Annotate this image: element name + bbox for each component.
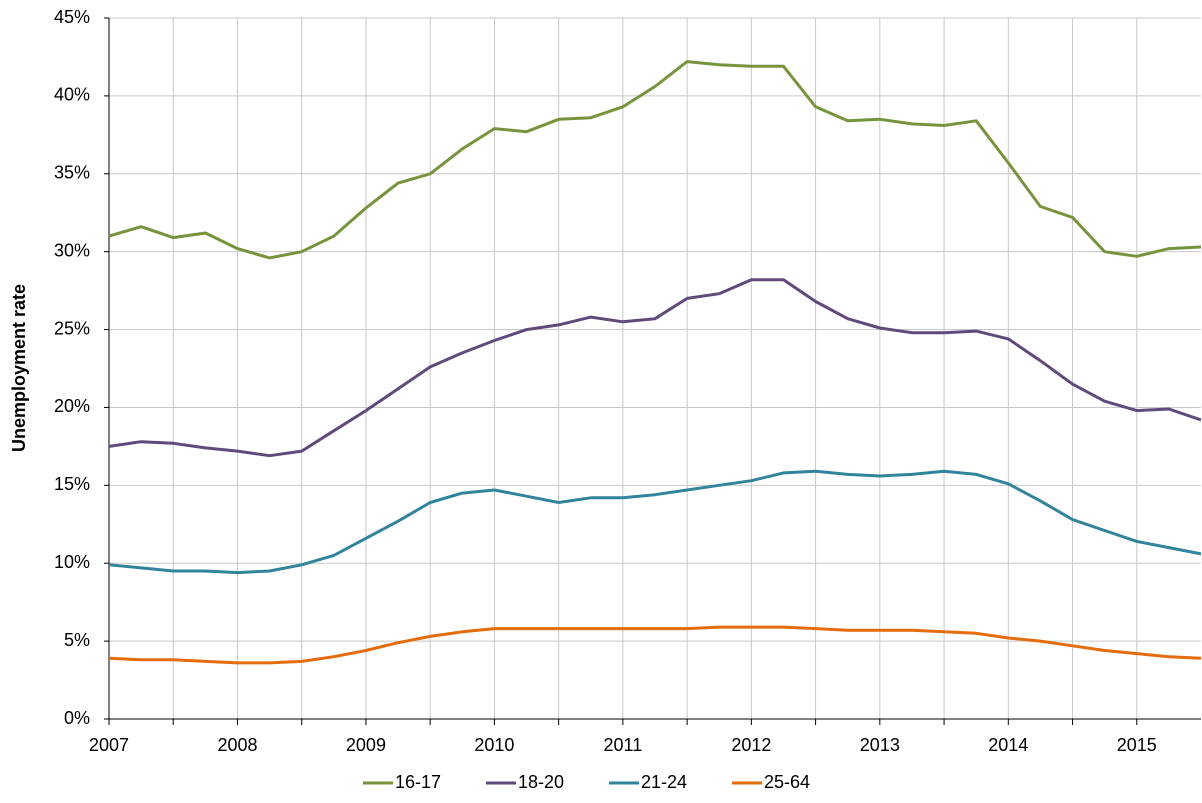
legend-label: 25-64 — [764, 772, 810, 792]
y-tick-label: 35% — [54, 163, 90, 183]
y-tick-label: 30% — [54, 240, 90, 260]
y-tick-label: 20% — [54, 396, 90, 416]
y-tick-label: 5% — [64, 630, 90, 650]
x-tick-label: 2009 — [346, 735, 386, 755]
x-tick-label: 2013 — [860, 735, 900, 755]
y-tick-label: 25% — [54, 318, 90, 338]
x-tick-label: 2011 — [604, 735, 643, 755]
x-tick-label: 2015 — [1117, 735, 1157, 755]
x-tick-label: 2014 — [988, 735, 1028, 755]
y-tick-label: 45% — [54, 7, 90, 27]
y-tick-label: 10% — [54, 552, 90, 572]
x-tick-label: 2008 — [217, 735, 257, 755]
series-line — [108, 60, 1202, 260]
y-tick-label: 15% — [54, 474, 90, 494]
legend-label: 18-20 — [518, 772, 564, 792]
x-tick-label: 2007 — [89, 735, 129, 755]
y-axis-label: Unemployment rate — [9, 284, 29, 452]
series-line — [108, 625, 1202, 665]
legend-label: 21-24 — [641, 772, 687, 792]
x-tick-label: 2010 — [474, 735, 514, 755]
series-line — [108, 278, 1202, 458]
series-line — [108, 469, 1202, 575]
y-tick-label: 40% — [54, 85, 90, 105]
y-tick-label: 0% — [64, 708, 90, 728]
legend-label: 16-17 — [395, 772, 441, 792]
x-tick-label: 2012 — [731, 735, 771, 755]
